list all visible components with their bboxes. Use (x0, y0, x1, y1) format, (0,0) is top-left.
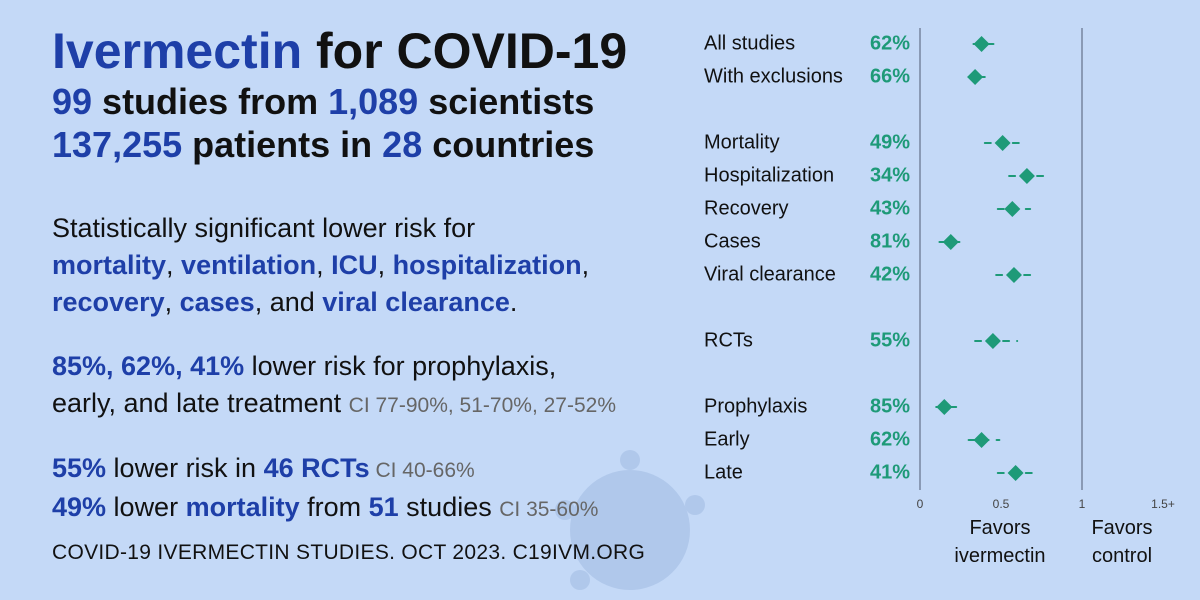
row-label: With exclusions (704, 65, 843, 87)
row-effect-diamond (984, 333, 1001, 349)
row-label: Early (704, 428, 750, 450)
patients-count: 137,255 (52, 124, 183, 165)
row-percent: 43% (870, 197, 910, 219)
row-label: Prophylaxis (704, 395, 807, 417)
studies-count: 99 (52, 81, 93, 122)
row-effect-diamond (936, 399, 953, 415)
countries-text: countries (422, 124, 595, 165)
row-percent: 41% (870, 461, 910, 483)
row-percent: 66% (870, 65, 910, 87)
mortality-percent: 49% (52, 492, 107, 522)
row-effect-diamond (942, 234, 959, 250)
row-label: RCTs (704, 329, 753, 351)
period: . (509, 287, 518, 317)
and-text: , and (254, 287, 323, 317)
page-title: Ivermectin for COVID-19 (52, 22, 692, 80)
row-percent: 49% (870, 131, 910, 153)
rct-text: lower risk in (106, 453, 264, 483)
outcome-hospitalization: hospitalization (392, 250, 582, 280)
row-effect-diamond (967, 69, 984, 85)
outcome-recovery: recovery (52, 287, 165, 317)
virus-illustration (555, 450, 705, 590)
favors-ivermectin-label: ivermectin (954, 545, 1045, 567)
row-effect-diamond (1018, 168, 1035, 184)
row-effect-diamond (1004, 201, 1021, 217)
x-tick-label: 0.5 (993, 497, 1010, 511)
favors-ivermectin-label: Favors (969, 517, 1030, 539)
row-label: Viral clearance (704, 263, 836, 285)
mortality-ci: CI 35-60% (499, 498, 599, 521)
countries-count: 28 (382, 124, 423, 165)
row-label: Mortality (704, 131, 780, 153)
treatment-risk-text2: early, and late treatment (52, 388, 349, 418)
row-percent: 34% (870, 164, 910, 186)
significance-paragraph: Statistically significant lower risk for… (52, 210, 692, 321)
x-tick-label: 0 (917, 497, 924, 511)
favors-control-label: Favors (1091, 517, 1152, 539)
scientists-count: 1,089 (328, 81, 419, 122)
studies-text: studies from (92, 81, 329, 122)
separator: , (377, 250, 393, 280)
separator: , (581, 250, 590, 280)
row-percent: 81% (870, 230, 910, 252)
row-percent: 85% (870, 395, 910, 417)
row-label: Hospitalization (704, 164, 834, 186)
row-effect-diamond (973, 432, 990, 448)
row-percent: 55% (870, 329, 910, 351)
headline: Ivermectin for COVID-19 99 studies from … (52, 22, 692, 166)
patients-line: 137,255 patients in 28 countries (52, 123, 692, 166)
row-percent: 62% (870, 32, 910, 54)
outcome-mortality: mortality (52, 250, 167, 280)
row-percent: 62% (870, 428, 910, 450)
mortality-study-count: 51 (368, 492, 399, 522)
row-effect-diamond (973, 36, 990, 52)
rct-paragraph: 55% lower risk in 46 RCTs CI 40-66% 49% … (52, 450, 598, 528)
treatment-risk-text1: lower risk for prophylaxis, (244, 351, 557, 381)
row-label: Recovery (704, 197, 788, 219)
outcome-viral-clearance: viral clearance (322, 287, 510, 317)
row-effect-diamond (1007, 465, 1024, 481)
significance-intro: Statistically significant lower risk for (52, 213, 476, 243)
x-tick-label: 1 (1079, 497, 1086, 511)
row-percent: 42% (870, 263, 910, 285)
favors-control-label: control (1092, 545, 1152, 567)
outcome-cases: cases (179, 287, 255, 317)
rct-ci: CI 40-66% (369, 459, 475, 482)
outcome-ventilation: ventilation (181, 250, 317, 280)
mortality-word: mortality (185, 492, 300, 522)
studies-line: 99 studies from 1,089 scientists (52, 80, 692, 123)
patients-text: patients in (182, 124, 383, 165)
mortality-text: lower (106, 492, 186, 522)
row-label: Late (704, 461, 743, 483)
treatment-risk-values: 85%, 62%, 41% (52, 351, 245, 381)
rct-count: 46 RCTs (263, 453, 370, 483)
separator: , (316, 250, 332, 280)
separator: , (166, 250, 182, 280)
row-label: All studies (704, 32, 795, 54)
x-tick-label: 1.5+ (1151, 497, 1175, 511)
scientists-text: scientists (418, 81, 595, 122)
outcome-icu: ICU (331, 250, 378, 280)
rct-percent: 55% (52, 453, 107, 483)
treatment-risk-ci: CI 77-90%, 51-70%, 27-52% (348, 394, 616, 417)
title-drug: Ivermectin (52, 23, 303, 79)
mortality-text2: from (299, 492, 369, 522)
row-label: Cases (704, 230, 761, 252)
treatment-risk-paragraph: 85%, 62%, 41% lower risk for prophylaxis… (52, 348, 616, 424)
mortality-text3: studies (398, 492, 500, 522)
title-rest: for COVID-19 (302, 23, 628, 79)
separator: , (164, 287, 180, 317)
footer-source: COVID-19 IVERMECTIN STUDIES. OCT 2023. C… (52, 541, 646, 564)
row-effect-diamond (1005, 267, 1022, 283)
row-effect-diamond (994, 135, 1011, 151)
